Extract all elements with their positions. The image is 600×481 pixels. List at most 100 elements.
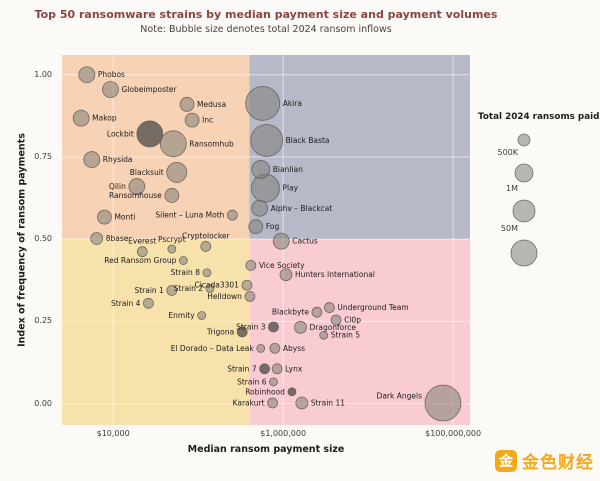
- bubble: [268, 321, 279, 333]
- bubble: [269, 377, 278, 387]
- bubble: [271, 363, 283, 375]
- x-axis-title: Median ransom payment size: [187, 444, 345, 455]
- bubble-label: Robinhood: [245, 387, 285, 396]
- bubble: [179, 96, 195, 112]
- bubble-label: Silent – Luna Moth: [155, 211, 224, 220]
- bubble: [83, 151, 101, 168]
- legend-bubble: [514, 163, 534, 183]
- bubble-label: Cryptolocker: [182, 231, 231, 240]
- quadrant-top-left: [62, 55, 250, 240]
- bubble: [295, 396, 309, 410]
- bubble-label: Pscrypt: [158, 235, 186, 244]
- legend-bubble: [512, 199, 536, 223]
- bubble: [241, 279, 253, 291]
- bubble: [227, 209, 238, 221]
- bubble: [248, 219, 264, 235]
- bubble: [330, 314, 342, 326]
- bubble: [159, 130, 187, 158]
- quadrant-top-right: [249, 55, 470, 240]
- bubble-label: Black Basta: [286, 136, 330, 145]
- bubble: [245, 260, 257, 271]
- bubble: [251, 199, 269, 217]
- bubble: [166, 162, 188, 183]
- bubble: [166, 285, 178, 296]
- bubble-label: Rhysida: [103, 155, 133, 164]
- bubble-label: Fog: [266, 222, 280, 231]
- x-tick-label: $100,000,000: [425, 429, 482, 438]
- bubble: [136, 120, 164, 148]
- bubble: [245, 85, 281, 121]
- bubble-label: Underground Team: [337, 303, 408, 312]
- bubble-label: Makop: [92, 114, 117, 123]
- bubble-label: Cicada3301: [194, 281, 239, 290]
- bubble: [72, 109, 90, 127]
- bubble-label: Trigona: [206, 327, 234, 336]
- bubble-label: Monti: [114, 213, 135, 222]
- bubble: [136, 246, 148, 258]
- bubble: [205, 284, 215, 293]
- bubble-label: Qilin: [109, 182, 126, 191]
- bubble-label: Strain 5: [331, 331, 361, 340]
- bubble: [184, 112, 200, 128]
- bubble: [251, 173, 280, 203]
- bubble-label: Play: [282, 184, 298, 193]
- bubble: [202, 268, 212, 278]
- bubble: [251, 160, 271, 179]
- bubble-label: Dark Angels: [377, 391, 423, 400]
- bubble: [244, 291, 256, 302]
- bubble: [102, 81, 119, 98]
- bubble: [287, 387, 297, 397]
- bubble-label: Strain 3: [236, 322, 266, 331]
- bubble-label: Akira: [283, 99, 302, 108]
- bubble: [424, 384, 462, 422]
- bubble-label: Inc: [202, 116, 213, 125]
- bubble-label: Strain 1: [134, 286, 164, 295]
- bubble-label: Medusa: [197, 100, 226, 109]
- bubble-label: Helldown: [207, 292, 242, 301]
- bubble: [178, 256, 188, 265]
- bubble-label: Bianlian: [273, 165, 303, 174]
- bubble-label: Strain 6: [237, 377, 267, 386]
- bubble: [323, 302, 335, 313]
- bubble: [279, 268, 293, 282]
- bubble-label: Vice Society: [259, 261, 305, 270]
- y-tick-label: 0.75: [34, 151, 52, 161]
- bubble-label: Hunters International: [295, 270, 375, 279]
- bubble: [256, 343, 266, 353]
- bubble: [97, 209, 112, 225]
- bubble-label: Red Ransom Group: [104, 256, 176, 265]
- bubble: [167, 244, 177, 254]
- watermark: 金 金色财经: [495, 448, 594, 473]
- y-tick-label: 0.50: [34, 234, 52, 244]
- bubble-label: Cl0p: [344, 316, 361, 325]
- bubble-label: Karakurt: [233, 398, 265, 407]
- bubble-label: Alphv – Blackcat: [271, 204, 333, 213]
- legend-title: Total 2024 ransoms paid: [478, 112, 600, 122]
- bubble-label: Lockbit: [107, 129, 134, 138]
- y-tick-label: 0.00: [34, 398, 52, 408]
- bubble: [311, 306, 323, 318]
- legend-size-label: 50M: [501, 224, 518, 233]
- chart-subtitle: Note: Bubble size denotes total 2024 ran…: [140, 24, 392, 35]
- quadrant-bottom-left: [62, 239, 250, 425]
- bubble-label: Abyss: [283, 344, 305, 353]
- bubble-label: Ransomhub: [189, 139, 234, 148]
- bubble-label: Blackbyte: [272, 308, 309, 317]
- bubble: [272, 232, 290, 250]
- bubble: [164, 188, 180, 203]
- bubble: [267, 397, 278, 409]
- bubble: [294, 320, 307, 334]
- bubble: [236, 326, 248, 338]
- bubble: [197, 311, 207, 320]
- bubble: [143, 297, 154, 309]
- legend-bubble: [510, 239, 538, 267]
- chart-title: Top 50 ransomware strains by median paym…: [34, 8, 498, 21]
- watermark-text: 金色财经: [522, 453, 594, 473]
- bubble: [319, 330, 329, 340]
- bubble-label: Globeimposter: [121, 85, 177, 94]
- bubble-label: Cactus: [292, 237, 318, 246]
- bubble: [269, 342, 281, 354]
- bubble: [259, 363, 270, 375]
- size-legend: Total 2024 ransoms paid 500K 1M 50M: [478, 112, 600, 295]
- bubble-label: Strain 8: [171, 268, 201, 277]
